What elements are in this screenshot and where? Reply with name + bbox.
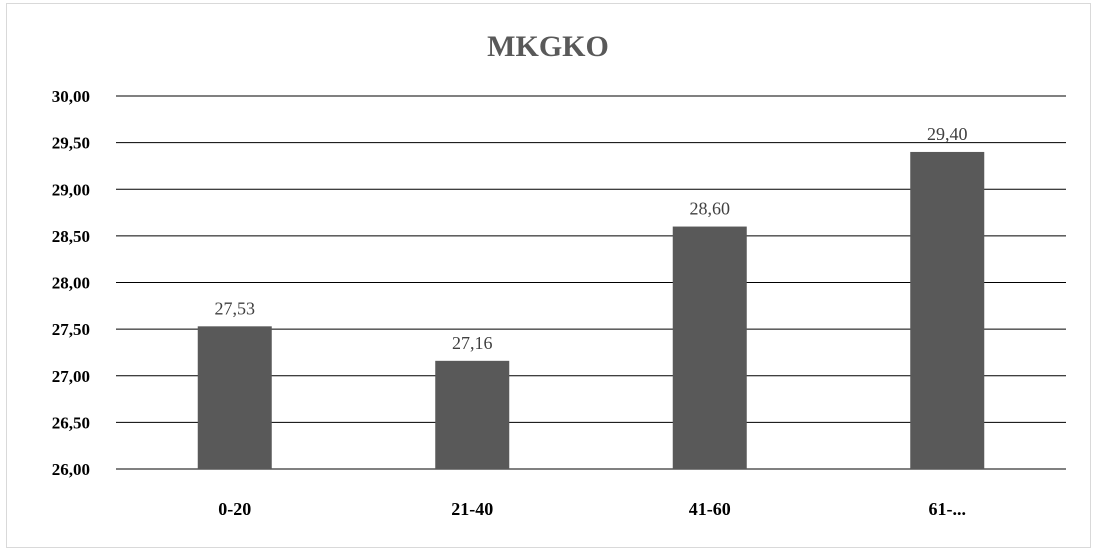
chart-frame (6, 3, 1091, 548)
y-tick-label: 29,50 (52, 134, 90, 153)
gridlines (116, 95, 1066, 470)
y-tick-label: 28,50 (52, 227, 90, 246)
data-label: 27,53 (215, 298, 256, 318)
bar (672, 226, 747, 469)
y-tick-label: 26,00 (52, 460, 90, 479)
x-axis-ticks: 0-20 21-40 41-60 61-... (218, 499, 966, 519)
bar (910, 151, 985, 469)
bars (197, 151, 985, 469)
y-tick-label: 27,00 (52, 367, 90, 386)
y-axis-ticks: 26,00 26,50 27,00 27,50 28,00 28,50 29,00 29,50… (52, 87, 90, 479)
y-tick-label: 30,00 (52, 87, 90, 106)
x-tick-label: 0-20 (218, 499, 251, 519)
data-label: 27,16 (452, 333, 493, 353)
y-tick-label: 29,00 (52, 180, 90, 199)
data-label: 28,60 (690, 199, 731, 219)
chart-title: MKGKO (487, 30, 609, 63)
x-tick-label: 61-... (929, 499, 967, 519)
y-tick-label: 26,50 (52, 413, 90, 432)
data-label: 29,40 (927, 124, 968, 144)
y-tick-label: 27,50 (52, 320, 90, 339)
x-tick-label: 41-60 (689, 499, 731, 519)
bar (435, 360, 510, 469)
y-tick-label: 28,00 (52, 274, 90, 293)
x-tick-label: 21-40 (451, 499, 493, 519)
data-labels: 27,53 27,16 28,60 29,40 (215, 124, 968, 353)
bar (197, 326, 272, 469)
